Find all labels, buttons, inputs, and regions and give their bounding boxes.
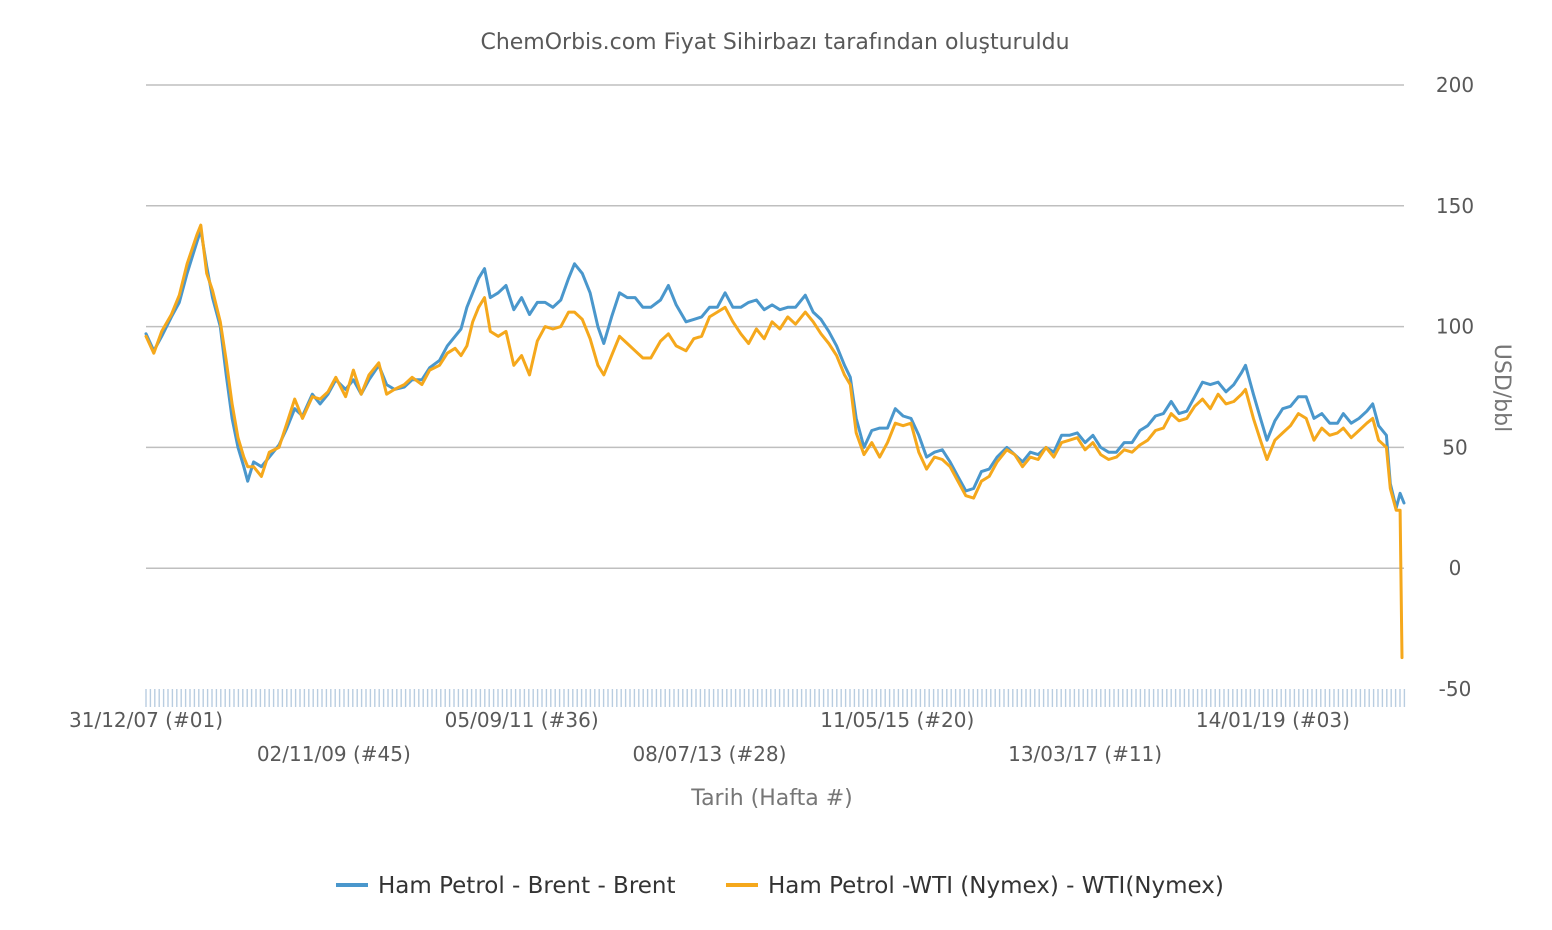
chart-title: ChemOrbis.com Fiyat Sihirbazı tarafından… (480, 30, 1069, 55)
x-tick-label: 11/05/15 (#20) (820, 708, 974, 732)
x-axis-tick-marks (145, 689, 1406, 707)
x-tick-label: 13/03/17 (#11) (1008, 742, 1162, 766)
legend: Ham Petrol - Brent - Brent Ham Petrol -WT… (336, 873, 1224, 899)
legend-item[interactable]: Ham Petrol -WTI (Nymex) - WTI(Nymex) (726, 873, 1224, 899)
y-tick-label: 0 (1449, 556, 1462, 580)
x-tick-label: 31/12/07 (#01) (69, 708, 223, 732)
legend-label: Ham Petrol - Brent - Brent (378, 873, 676, 899)
series-line-1 (144, 228, 1406, 510)
y-tick-label: 50 (1442, 435, 1467, 459)
y-tick-label: 100 (1436, 315, 1474, 339)
y-tick-label: 150 (1436, 194, 1474, 218)
x-axis-label: Tarih (Hafta #) (690, 786, 852, 811)
x-axis-ticks: 31/12/07 (#01) 02/11/09 (#45) 05/09/11 (#3… (69, 708, 1350, 766)
series-lines (144, 223, 1406, 660)
y-axis-ticks: 200 150 100 50 0 -50 (1436, 73, 1474, 701)
series-line-2 (144, 223, 1404, 660)
x-tick-label: 14/01/19 (#03) (1196, 708, 1350, 732)
legend-label: Ham Petrol -WTI (Nymex) - WTI(Nymex) (768, 873, 1224, 899)
y-tick-label: 200 (1436, 73, 1474, 97)
gridlines (146, 84, 1404, 569)
x-tick-label: 05/09/11 (#36) (445, 708, 599, 732)
x-tick-label: 08/07/13 (#28) (632, 742, 786, 766)
x-tick-label: 02/11/09 (#45) (257, 742, 411, 766)
legend-item[interactable]: Ham Petrol - Brent - Brent (336, 873, 676, 899)
y-tick-label: -50 (1439, 677, 1472, 701)
y-axis-label: USD/bbl (1489, 344, 1514, 432)
